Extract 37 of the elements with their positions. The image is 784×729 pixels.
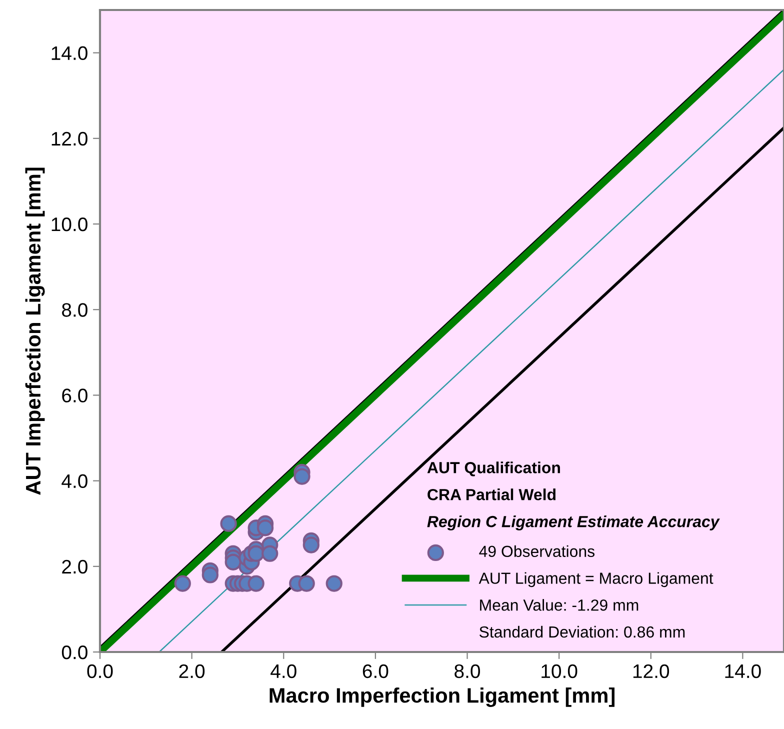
legend-label: AUT Ligament = Macro Ligament — [478, 572, 714, 588]
point — [248, 545, 264, 562]
point — [202, 566, 219, 584]
x-tick-label: 12.0 — [633, 664, 670, 678]
annotation: AUT Qualification — [427, 462, 560, 476]
point — [220, 515, 237, 532]
y-tick-label: 0.0 — [62, 645, 88, 660]
x-tick-label: 4.0 — [270, 664, 296, 678]
y-tick-label: 6.0 — [62, 388, 88, 402]
point — [298, 575, 315, 592]
point — [326, 575, 342, 592]
x-tick-label: 10.0 — [542, 664, 578, 678]
x-tick-label: 2.0 — [179, 664, 205, 678]
point — [174, 575, 191, 592]
x-tick-label: 6.0 — [362, 664, 388, 678]
x-tick-label: 0.0 — [87, 664, 113, 678]
y-tick-label: 14.0 — [52, 46, 88, 60]
point — [256, 520, 274, 536]
legend-label: Mean Value: -1.29 mm — [480, 599, 638, 611]
x-tick-label: 14.0 — [725, 664, 761, 678]
y-tick-label: 8.0 — [62, 303, 88, 317]
legend-label: 49 Observations — [479, 545, 594, 558]
y-tick-label: 10.0 — [52, 217, 88, 232]
point — [224, 554, 242, 570]
x-tick-label: 8.0 — [454, 664, 480, 678]
y-axis-title: AUT Imperfection Ligament [mm] — [25, 168, 45, 495]
point — [302, 536, 320, 554]
y-tick-label: 12.0 — [52, 132, 88, 146]
y-tick-label: 2.0 — [62, 560, 88, 574]
y-tick-label: 4.0 — [62, 474, 88, 488]
point — [262, 545, 278, 562]
annotation: Standard Deviation: 0.86 mm — [480, 626, 685, 638]
x-axis-title: Macro Imperfection Ligament [mm] — [270, 687, 614, 707]
point — [294, 468, 310, 485]
point — [248, 575, 264, 592]
annotation: CRA Partial Weld — [428, 488, 556, 500]
annotation: Region C Ligament Estimate Accuracy — [427, 516, 720, 530]
